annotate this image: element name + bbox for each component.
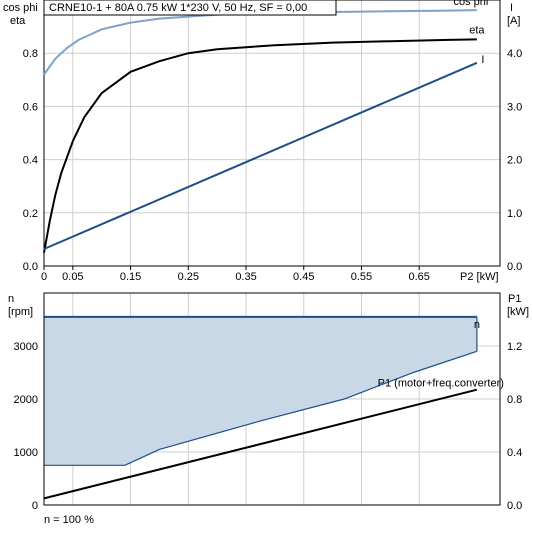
top-y-right-tick-label: 2.0 xyxy=(507,155,522,167)
bottom-plot-frame xyxy=(43,292,501,506)
bottom-tick-labels: 0 1000 2000 3000 0.0 0.4 0.8 1.2 xyxy=(14,341,523,512)
y-left-label-bottom-line1: n xyxy=(8,293,14,305)
bottom-y-right-tick-label: 0.4 xyxy=(507,447,522,459)
top-series-group xyxy=(43,9,478,253)
y-left-label-line2: eta xyxy=(10,15,26,27)
bottom-y-right-tick-label: 1.2 xyxy=(507,341,522,353)
top-tick-labels: 0 0.05 0.15 0.25 0.35 0.45 0.55 0.65 0.0 0.2 0.4 0.… xyxy=(23,48,523,283)
bottom-series-labels: n P1 (motor+freq.converter) xyxy=(378,319,504,390)
bottom-y-left-tick-label: 0 xyxy=(32,500,38,512)
series-label-i: I xyxy=(481,54,484,66)
bottom-y-left-tick-label: 2000 xyxy=(14,394,38,406)
top-y-left-tick-label: 0.6 xyxy=(23,101,38,113)
top-x-tick-label: 0.35 xyxy=(235,271,256,283)
y-right-label-line1: I xyxy=(510,2,513,14)
bottom-y-left-tick-label: 1000 xyxy=(14,447,38,459)
bottom-y-right-tick-label: 0.8 xyxy=(507,394,522,406)
series-label-eta: eta xyxy=(469,24,485,36)
top-grid xyxy=(44,0,500,266)
series-label-p1: P1 (motor+freq.converter) xyxy=(378,378,504,390)
series-line-p1 xyxy=(43,388,478,500)
top-y-left-tick-label: 0.2 xyxy=(23,208,38,220)
footnote: n = 100 % xyxy=(44,514,94,526)
operating-area xyxy=(44,316,477,466)
x-axis-label: P2 [kW] xyxy=(460,271,499,283)
series-label-n: n xyxy=(474,319,480,331)
chart-title: CRNE10-1 + 80A 0.75 kW 1*230 V, 50 Hz, S… xyxy=(49,2,307,14)
top-series-labels: cos phi eta I xyxy=(453,0,488,66)
series-label-cos-phi: cos phi xyxy=(453,0,488,8)
top-x-tick-label: 0 xyxy=(41,271,47,283)
top-y-left-tick-label: 0.4 xyxy=(23,155,38,167)
series-line-i xyxy=(43,61,478,250)
y-right-label-bottom-line2: [kW] xyxy=(507,306,529,318)
series-line-cos-phi xyxy=(43,9,477,76)
top-x-tick-label: 0.45 xyxy=(293,271,314,283)
bottom-y-right-tick-label: 0.0 xyxy=(507,500,522,512)
y-left-label-line1: cos phi xyxy=(3,2,38,14)
y-left-label-bottom-line2: [rpm] xyxy=(8,306,33,318)
top-x-tick-label: 0.55 xyxy=(351,271,372,283)
top-plot-frame xyxy=(43,0,501,267)
top-y-left-tick-label: 0.8 xyxy=(23,48,38,60)
bottom-y-left-tick-label: 3000 xyxy=(14,341,38,353)
bottom-panel: 0 1000 2000 3000 0.0 0.4 0.8 1.2 n P1 (motor+fre… xyxy=(8,292,529,526)
top-y-right-tick-label: 0.0 xyxy=(507,261,522,273)
top-y-left-tick-label: 0.0 xyxy=(23,261,38,273)
series-line-eta xyxy=(43,38,477,253)
top-x-tick-label: 0.15 xyxy=(120,271,141,283)
bottom-series-group xyxy=(43,315,478,500)
top-y-right-tick-label: 1.0 xyxy=(507,208,522,220)
top-y-right-tick-label: 4.0 xyxy=(507,48,522,60)
top-x-tick-label: 0.05 xyxy=(62,271,83,283)
top-x-tick-label: 0.65 xyxy=(408,271,429,283)
y-right-label-bottom-line1: P1 xyxy=(508,293,521,305)
title-box xyxy=(43,0,337,16)
y-right-label-line2: [A] xyxy=(507,15,520,27)
top-x-tick-label: 0.25 xyxy=(178,271,199,283)
series-line-lower-boundary xyxy=(44,350,478,466)
top-panel: 0 0.05 0.15 0.25 0.35 0.45 0.55 0.65 0.0 0.2 0.4 0.… xyxy=(3,0,522,283)
top-y-right-tick-label: 3.0 xyxy=(507,101,522,113)
